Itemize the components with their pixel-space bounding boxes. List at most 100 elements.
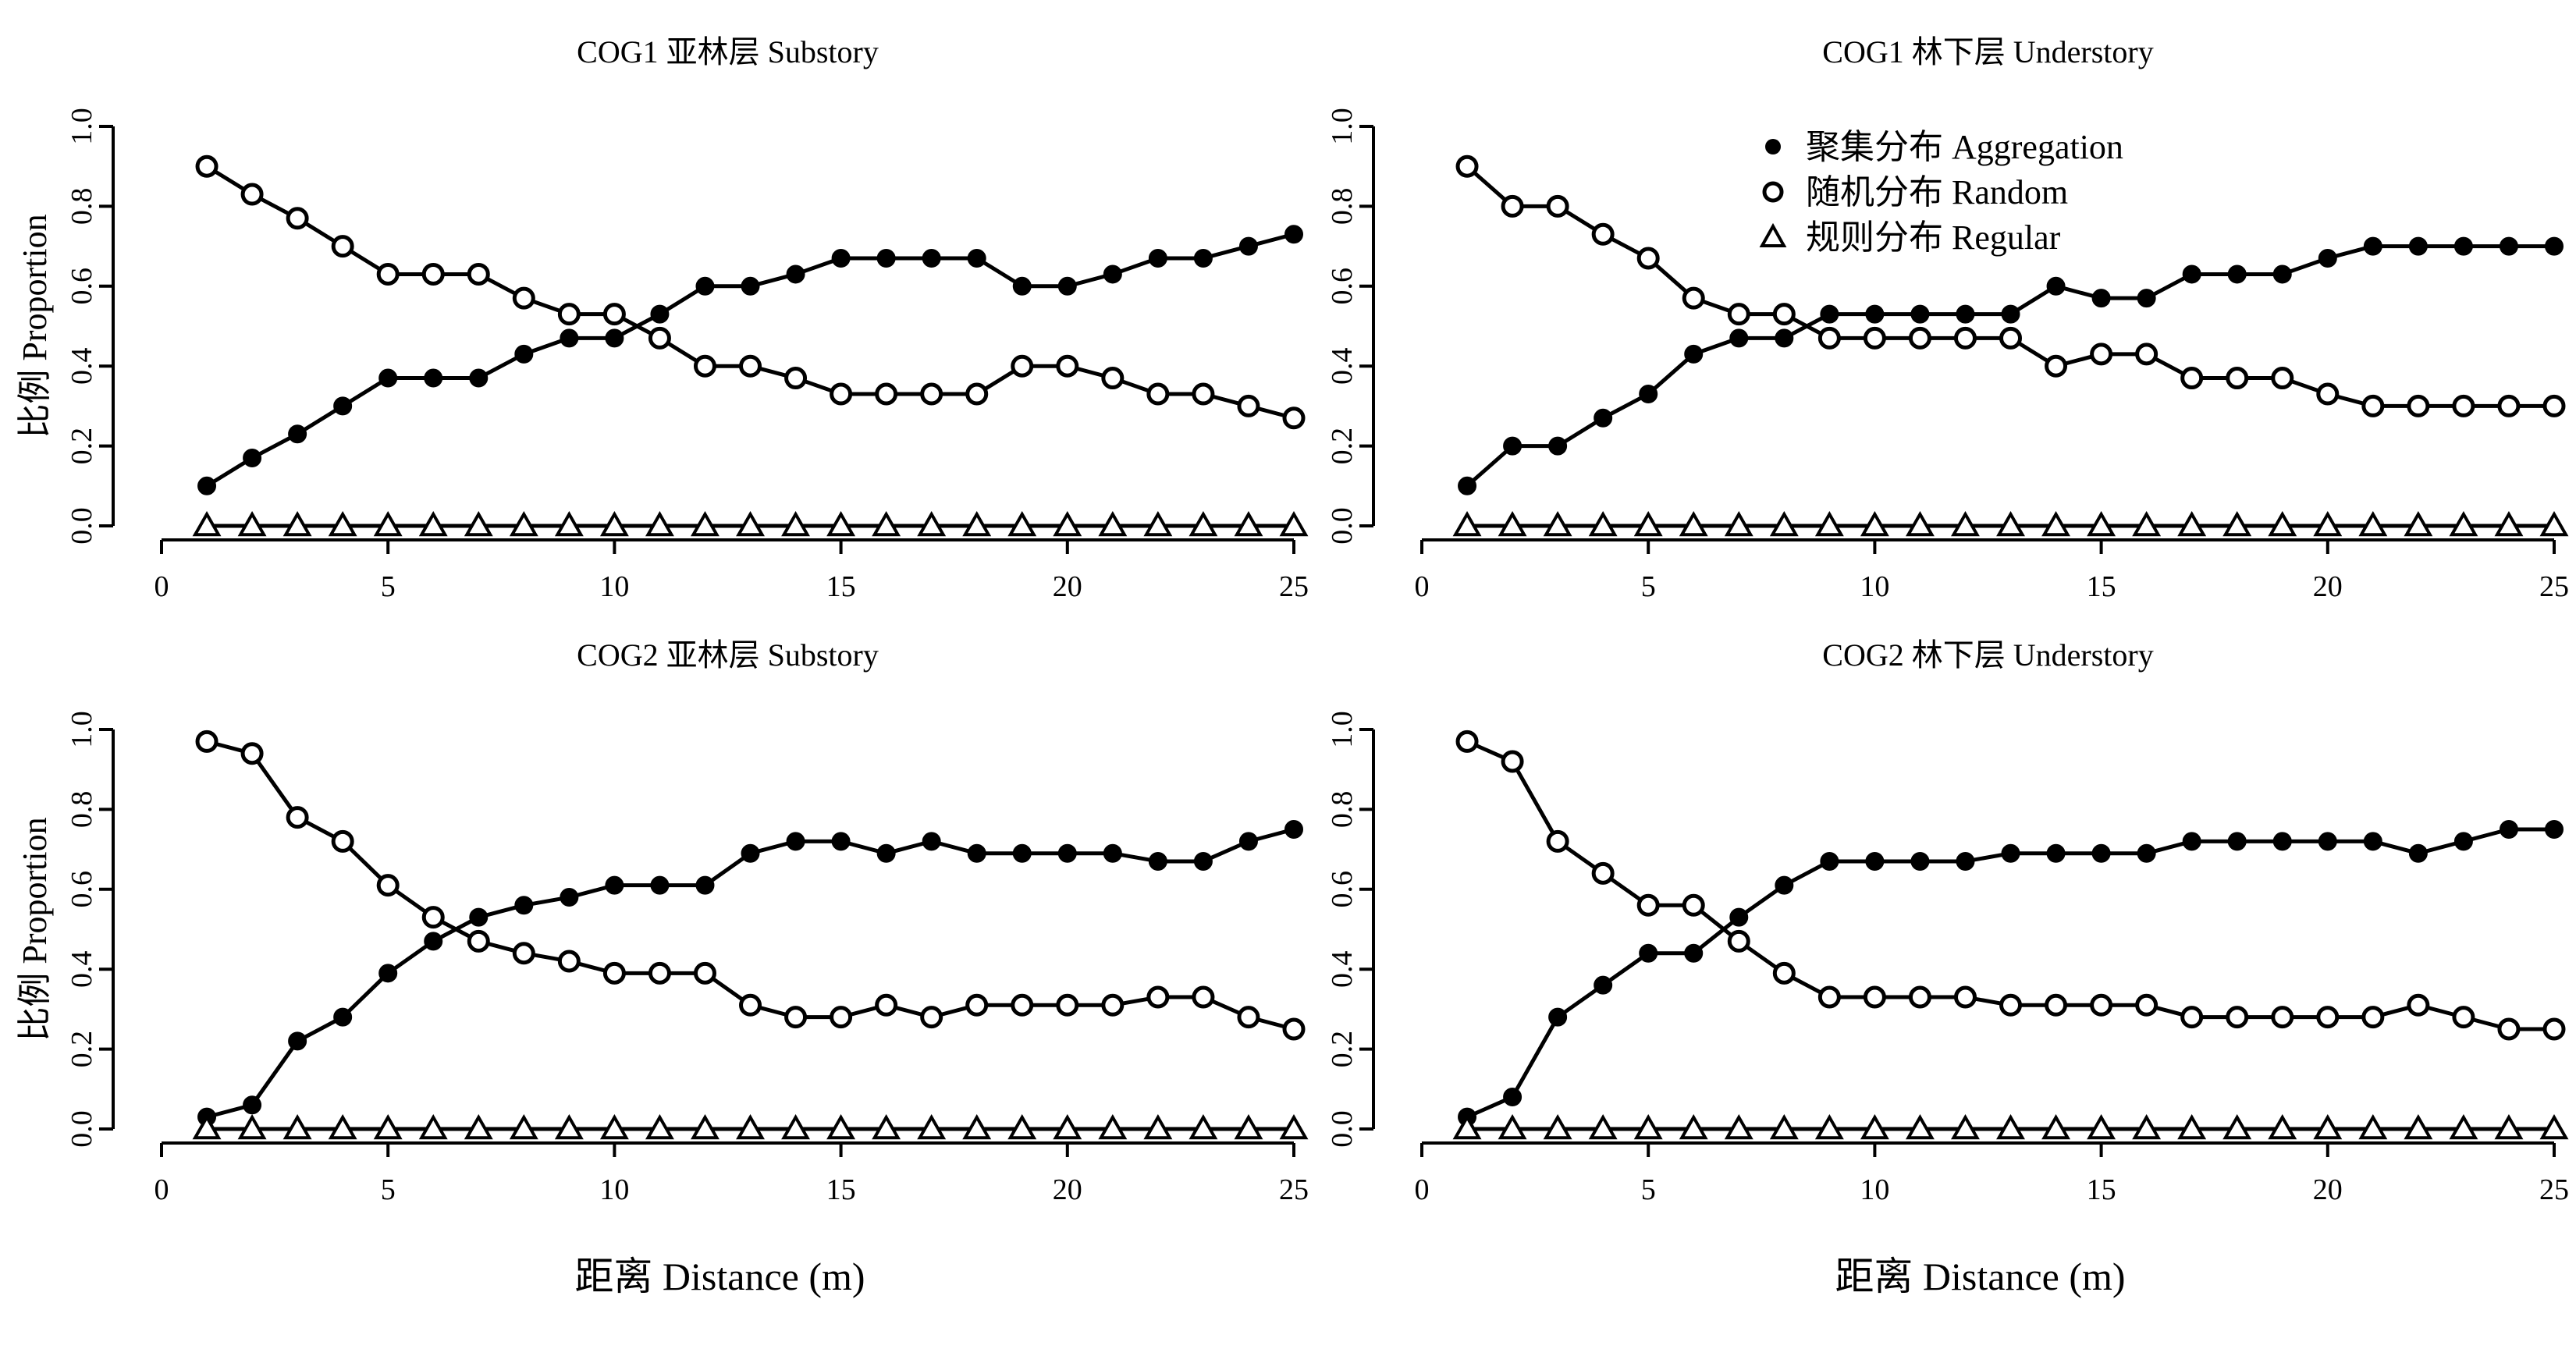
data-point — [1056, 993, 1079, 1017]
data-point — [1103, 264, 1122, 284]
data-point — [2271, 1006, 2294, 1029]
data-point — [2135, 343, 2159, 366]
y-tick-label: 0.8 — [1326, 791, 1359, 829]
x-tick-label: 15 — [826, 570, 856, 603]
data-point — [2046, 843, 2066, 863]
data-point — [2177, 1113, 2207, 1140]
data-point — [2227, 264, 2247, 284]
data-point — [2497, 1017, 2521, 1041]
y-tick-label: 0.2 — [1326, 1031, 1359, 1068]
data-point — [1860, 510, 1889, 537]
data-point — [1953, 326, 1977, 350]
data-point — [1011, 354, 1034, 378]
data-point — [2453, 832, 2473, 851]
data-point — [872, 510, 901, 537]
data-point — [2090, 343, 2113, 366]
data-point — [554, 1113, 584, 1140]
data-point — [1636, 893, 1660, 917]
x-tick-label: 0 — [155, 1173, 169, 1206]
x-tick-label: 10 — [599, 1173, 629, 1206]
data-point — [1639, 943, 1658, 963]
y-tick-label: 0.4 — [66, 950, 98, 988]
data-point — [2499, 820, 2518, 839]
data-point — [1238, 236, 1258, 256]
data-point — [922, 832, 941, 851]
data-point — [1143, 510, 1173, 537]
data-point — [373, 510, 403, 537]
data-point — [695, 276, 715, 296]
x-tick-label: 25 — [2539, 570, 2569, 603]
data-point — [282, 1113, 312, 1140]
data-point — [599, 510, 629, 537]
data-point — [2271, 367, 2294, 390]
y-tick-label: 0.0 — [1326, 507, 1359, 545]
data-point — [2087, 510, 2116, 537]
data-point — [2542, 394, 2566, 417]
data-point — [645, 1113, 674, 1140]
data-point — [373, 1113, 403, 1140]
data-point — [1057, 276, 1077, 296]
data-point — [2222, 1113, 2252, 1140]
data-point — [2545, 236, 2564, 256]
data-point — [286, 207, 309, 230]
y-axis-label: 比例 Proportion — [16, 817, 54, 1041]
x-tick-label: 10 — [1860, 570, 1889, 603]
data-point — [781, 510, 811, 537]
data-point — [2316, 1006, 2340, 1029]
data-point — [736, 1113, 765, 1140]
data-point — [1999, 326, 2023, 350]
data-point — [1814, 1113, 1844, 1140]
data-point — [2318, 248, 2337, 268]
data-point — [1098, 510, 1128, 537]
data-point — [1546, 829, 1569, 853]
data-point — [560, 328, 579, 348]
data-point — [2268, 1113, 2297, 1140]
data-point — [1148, 851, 1167, 871]
y-tick-label: 0.6 — [66, 268, 98, 305]
data-point — [1729, 328, 1749, 348]
y-tick-label: 0.8 — [1326, 188, 1359, 225]
data-point — [1455, 154, 1479, 178]
data-point — [509, 1113, 538, 1140]
data-point — [1863, 326, 1886, 350]
data-point — [1639, 385, 1658, 404]
data-point — [1769, 510, 1799, 537]
data-point — [1056, 354, 1079, 378]
data-point — [512, 942, 535, 965]
data-point — [1679, 510, 1708, 537]
data-point — [1588, 510, 1618, 537]
data-point — [922, 248, 941, 268]
data-point — [2449, 1113, 2478, 1140]
data-point — [2226, 367, 2249, 390]
data-point — [1012, 276, 1032, 296]
data-point — [2408, 843, 2428, 863]
data-point — [192, 510, 222, 537]
data-point — [1591, 861, 1615, 885]
data-point — [1951, 510, 1980, 537]
data-point — [691, 510, 720, 537]
data-point — [1053, 1113, 1082, 1140]
data-point — [831, 248, 851, 268]
chart-panel-4: COG2 林下层 Understory 0.0 0.2 0.4 0.6 0.8 1.0 0 5 1… — [1326, 637, 2569, 1206]
y-tick-label: 1.0 — [1326, 108, 1359, 145]
data-point — [560, 888, 579, 907]
data-point — [2542, 1017, 2566, 1041]
data-point — [693, 354, 716, 378]
data-point — [464, 1113, 493, 1140]
data-point — [237, 510, 267, 537]
data-point — [2272, 264, 2292, 284]
data-point — [467, 929, 490, 953]
data-point — [872, 1113, 901, 1140]
data-point — [1098, 1113, 1128, 1140]
data-point — [967, 248, 986, 268]
data-point — [328, 510, 357, 537]
data-point — [1548, 436, 1568, 456]
y-tick-label: 0.0 — [66, 1110, 98, 1148]
data-point — [1192, 382, 1215, 406]
data-point — [2137, 289, 2156, 308]
data-point — [2182, 832, 2201, 851]
legend-marker-aggregation — [1765, 139, 1781, 154]
data-point — [2545, 820, 2564, 839]
data-point — [784, 1006, 808, 1029]
data-point — [1956, 304, 1975, 324]
